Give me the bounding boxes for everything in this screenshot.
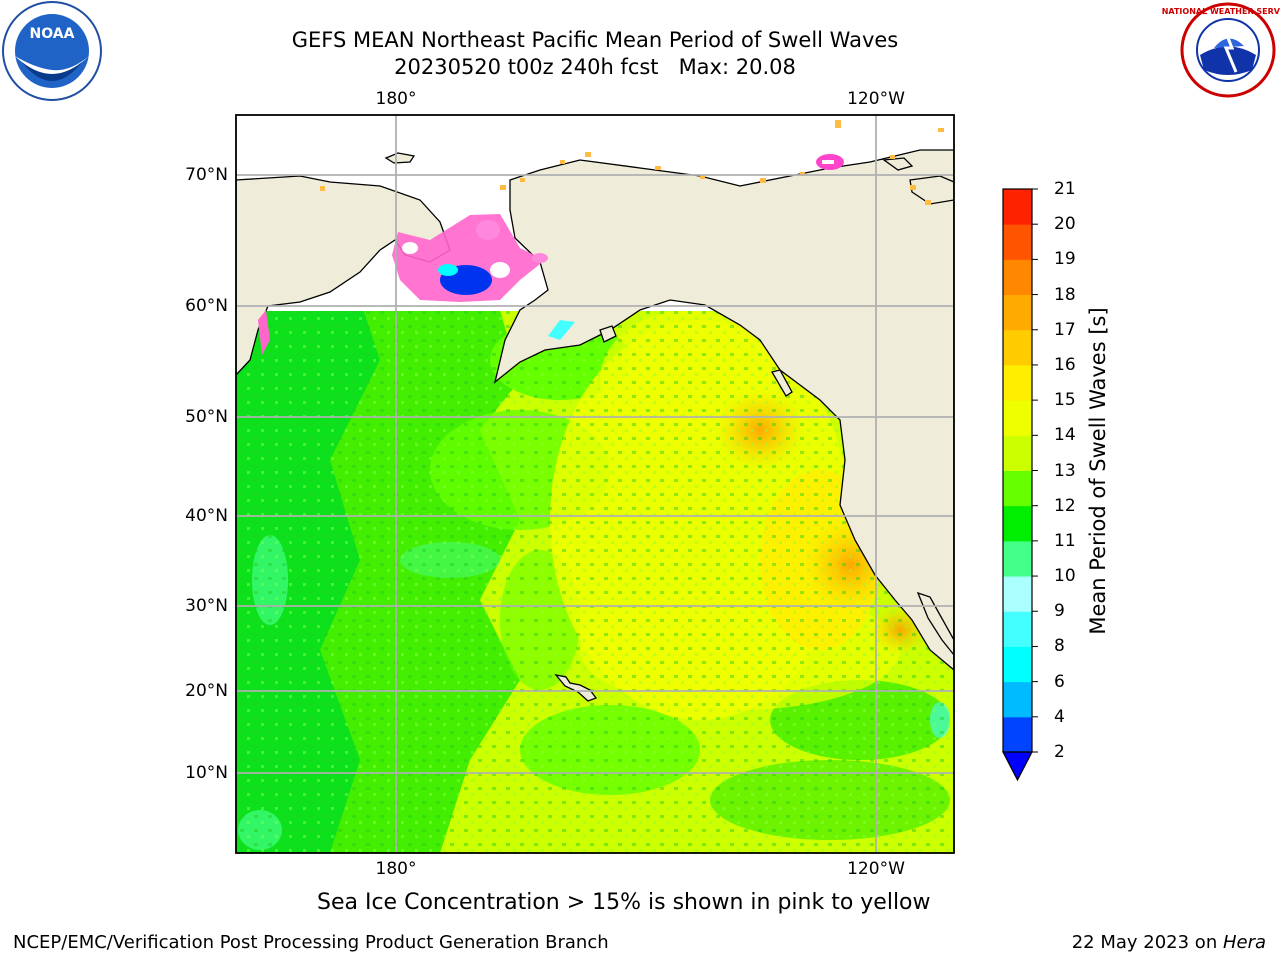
colorbar-bin — [1003, 400, 1032, 436]
colorbar-bin — [1003, 540, 1032, 577]
noaa-logo: NOAA — [2, 1, 102, 101]
colorbar-tick-label: 13 — [1054, 460, 1076, 481]
nws-logo: NATIONAL WEATHER SERVICE — [1162, 2, 1280, 98]
colorbar-tick-label: 17 — [1054, 319, 1076, 340]
colorbar-tick-label: 8 — [1054, 636, 1065, 657]
colorbar-bin — [1003, 470, 1032, 507]
colorbar-bin — [1003, 646, 1032, 683]
map-area — [236, 115, 954, 853]
lat-label-70n: 70°N — [185, 165, 228, 185]
chart-subtitle: 20230520 t00z 240h fcst Max: 20.08 — [394, 55, 796, 79]
colorbar-tick-label: 14 — [1054, 425, 1076, 446]
lon-label-bottom-120w: 120°W — [847, 859, 905, 879]
colorbar-bin — [1003, 435, 1032, 471]
colorbar-bin — [1003, 364, 1032, 401]
footer-left: NCEP/EMC/Verification Post Processing Pr… — [13, 932, 609, 953]
colorbar-tick-label: 21 — [1054, 179, 1076, 199]
lat-label-30n: 30°N — [185, 596, 228, 616]
colorbar — [1002, 188, 1038, 782]
colorbar-tick-label: 2 — [1054, 742, 1065, 762]
lon-label-bottom-180: 180° — [375, 859, 417, 879]
colorbar-tick-label: 18 — [1054, 284, 1076, 305]
colorbar-bin — [1003, 716, 1032, 753]
map-frame — [235, 114, 955, 854]
colorbar-tick-label: 20 — [1054, 214, 1076, 235]
lon-label-top-180: 180° — [375, 89, 417, 109]
footer-host: Hera — [1222, 932, 1266, 953]
lat-label-40n: 40°N — [185, 506, 228, 526]
footer-date: 22 May 2023 on — [1071, 932, 1223, 953]
colorbar-bin — [1003, 189, 1032, 225]
lat-label-50n: 50°N — [185, 407, 228, 427]
sea-ice — [258, 120, 944, 355]
colorbar-title: Mean Period of Swell Waves [s] — [1086, 307, 1110, 635]
colorbar-bin — [1003, 329, 1032, 366]
svg-text:NATIONAL WEATHER SERVICE: NATIONAL WEATHER SERVICE — [1162, 7, 1280, 16]
colorbar-bin — [1003, 611, 1032, 647]
colorbar-bin — [1003, 259, 1032, 296]
sea-ice-note: Sea Ice Concentration > 15% is shown in … — [317, 890, 931, 915]
colorbar-bin — [1003, 681, 1032, 718]
lat-label-20n: 20°N — [185, 681, 228, 701]
colorbar-bin — [1003, 294, 1032, 331]
colorbar-tick-label: 16 — [1054, 354, 1076, 375]
colorbar-bin — [1003, 576, 1032, 612]
lat-label-10n: 10°N — [185, 763, 228, 783]
colorbar-tick-label: 4 — [1054, 706, 1065, 727]
lat-label-60n: 60°N — [185, 296, 228, 316]
lon-label-top-120w: 120°W — [847, 89, 905, 109]
graticule — [236, 115, 954, 853]
colorbar-tick-label: 6 — [1054, 671, 1065, 692]
colorbar-tick-label: 12 — [1054, 495, 1076, 516]
svg-text:NOAA: NOAA — [30, 26, 75, 42]
colorbar-bin — [1003, 224, 1032, 260]
colorbar-tick-label: 19 — [1054, 249, 1076, 270]
colorbar-tick-label: 15 — [1054, 390, 1076, 411]
colorbar-underflow-arrow — [1002, 751, 1033, 782]
colorbar-tick-label: 11 — [1054, 530, 1076, 551]
colorbar-tick-label: 9 — [1054, 601, 1065, 622]
chart-title: GEFS MEAN Northeast Pacific Mean Period … — [291, 28, 899, 52]
footer-right: 22 May 2023 on Hera — [1072, 932, 1266, 953]
colorbar-tick-label: 10 — [1054, 566, 1076, 587]
colorbar-bin — [1003, 505, 1032, 542]
